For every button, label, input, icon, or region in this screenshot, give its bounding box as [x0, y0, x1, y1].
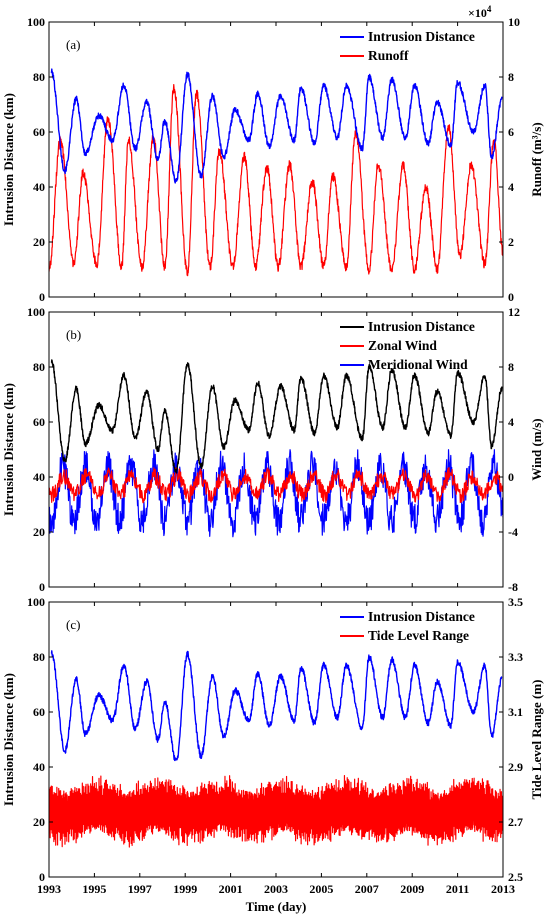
y-right-axis-label: Wind (m/s)	[529, 418, 544, 480]
y-left-axis-label: Intrusion Distance (km)	[1, 673, 16, 806]
y-right-tick-label: -4	[508, 525, 518, 539]
legend-entry: Runoff	[368, 48, 409, 63]
legend-entry: Meridional Wind	[368, 357, 468, 372]
series-line-1-2	[49, 83, 503, 277]
y-right-tick-label: 3.5	[508, 595, 523, 609]
plot-area-panel-1	[49, 68, 503, 277]
panel-label: (a)	[66, 37, 80, 52]
y-right-tick-label: 6	[508, 125, 514, 139]
y-left-tick-label: 0	[39, 870, 45, 884]
y-left-tick-label: 40	[33, 470, 45, 484]
y-left-tick-label: 60	[33, 705, 45, 719]
y-left-tick-label: 40	[33, 180, 45, 194]
series-line-1-1	[50, 68, 503, 184]
axes-frame-panel-2	[48, 311, 504, 588]
y-right-tick-label: 0	[508, 470, 514, 484]
legend-entry: Intrusion Distance	[368, 609, 475, 624]
y-left-axis-label: Intrusion Distance (km)	[1, 383, 16, 516]
panel-label: (b)	[66, 327, 81, 342]
y-left-tick-label: 60	[33, 125, 45, 139]
x-axis-label: Time (day)	[246, 899, 307, 914]
x-tick-label: 1999	[173, 882, 197, 896]
x-tick-label: 2011	[446, 882, 469, 896]
y-left-tick-label: 100	[27, 305, 45, 319]
series-line-2-2	[49, 467, 503, 504]
legend-entry: Intrusion Distance	[368, 319, 475, 334]
plot-area-panel-3	[49, 650, 503, 848]
y-left-tick-label: 0	[39, 290, 45, 304]
y-left-tick-label: 100	[27, 595, 45, 609]
y-right-axis-label: Runoff (m³/s)	[529, 122, 544, 196]
x-tick-label: 2007	[355, 882, 379, 896]
x-tick-label: 2009	[400, 882, 424, 896]
series-line-2-1	[50, 359, 503, 474]
y-left-tick-label: 80	[33, 70, 45, 84]
y-left-tick-label: 80	[33, 360, 45, 374]
y-right-tick-label: 8	[508, 360, 514, 374]
y-right-tick-label: 2	[508, 235, 514, 249]
legend-entry: Tide Level Range	[368, 628, 469, 643]
y-right-tick-label: -8	[508, 580, 518, 594]
y-right-tick-label: 4	[508, 180, 514, 194]
y-right-tick-label: 8	[508, 70, 514, 84]
legend-entry: Intrusion Distance	[368, 29, 475, 44]
x-tick-label: 2001	[219, 882, 243, 896]
y-left-tick-label: 20	[33, 525, 45, 539]
y-right-tick-label: 3.1	[508, 705, 523, 719]
y-left-tick-label: 100	[27, 15, 45, 29]
legend-entry: Zonal Wind	[368, 338, 437, 353]
y-right-tick-label: 3.3	[508, 650, 523, 664]
y-right-tick-label: 0	[508, 290, 514, 304]
plot-area-panel-2	[49, 359, 503, 538]
y-left-tick-label: 20	[33, 815, 45, 829]
y-left-tick-label: 0	[39, 580, 45, 594]
x-tick-label: 2013	[491, 882, 515, 896]
right-axis-multiplier: ×104	[468, 4, 492, 20]
y-right-tick-label: 12	[508, 305, 520, 319]
panel-label: (c)	[66, 617, 80, 632]
y-right-tick-label: 2.9	[508, 760, 523, 774]
y-right-tick-label: 10	[508, 15, 520, 29]
x-tick-label: 1995	[82, 882, 106, 896]
y-right-tick-label: 4	[508, 415, 514, 429]
x-tick-label: 1993	[37, 882, 61, 896]
y-right-tick-label: 2.7	[508, 815, 523, 829]
series-line-3-2	[49, 775, 503, 848]
x-tick-label: 1997	[128, 882, 152, 896]
x-tick-label: 2005	[309, 882, 333, 896]
y-left-tick-label: 40	[33, 760, 45, 774]
y-left-axis-label: Intrusion Distance (km)	[1, 93, 16, 226]
x-tick-label: 2003	[264, 882, 288, 896]
y-left-tick-label: 60	[33, 415, 45, 429]
y-right-tick-label: 2.5	[508, 870, 523, 884]
y-right-axis-label: Tide Level Range (m)	[529, 680, 544, 800]
y-left-tick-label: 80	[33, 650, 45, 664]
y-left-tick-label: 20	[33, 235, 45, 249]
series-line-3-1	[50, 650, 503, 762]
